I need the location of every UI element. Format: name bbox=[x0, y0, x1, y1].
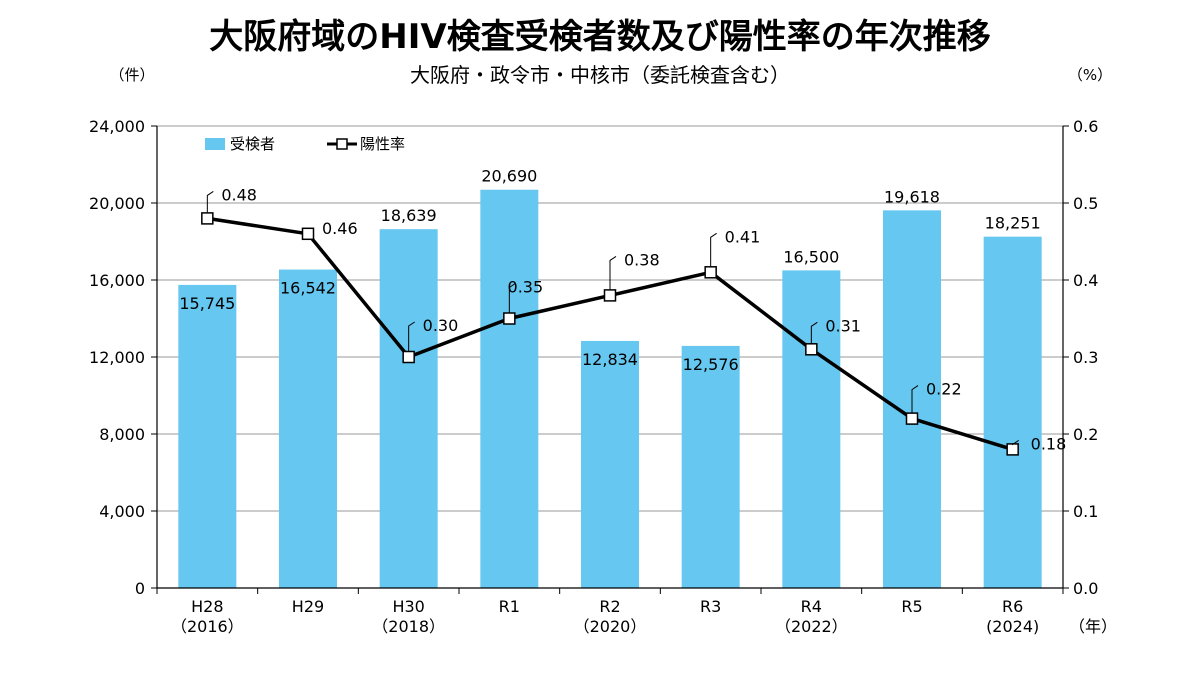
left-tick-label: 0 bbox=[135, 579, 145, 598]
axes: 0 0.0 4,000 0.1 8,000 0.2 12,000 0.3 16,000 0.4 20… bbox=[89, 117, 1117, 636]
bar bbox=[581, 340, 639, 588]
line-label-leader bbox=[710, 232, 717, 267]
line-value-label: 0.48 bbox=[221, 185, 257, 204]
line-value-label: 0.30 bbox=[423, 316, 459, 335]
category-label: R5 bbox=[901, 597, 922, 616]
category-year-label: （2022） bbox=[775, 617, 848, 636]
category-label: R2 bbox=[599, 597, 620, 616]
line-marker bbox=[603, 289, 617, 302]
right-tick-label: 0.0 bbox=[1073, 579, 1098, 598]
bar-series bbox=[178, 189, 1042, 588]
line-value-label: 0.41 bbox=[725, 227, 761, 246]
line-label-leader bbox=[1012, 439, 1019, 446]
bar-value-label: 18,639 bbox=[381, 206, 437, 225]
category-year-label: （2018） bbox=[372, 617, 445, 636]
right-tick-label: 0.4 bbox=[1073, 271, 1098, 290]
line-value-label: 0.22 bbox=[926, 380, 962, 399]
line-marker bbox=[402, 350, 415, 364]
line-label-leader bbox=[911, 385, 919, 413]
bar bbox=[782, 270, 841, 588]
left-tick-label: 4,000 bbox=[99, 502, 145, 521]
legend: 受検者 陽性率 bbox=[205, 135, 405, 153]
legend-bar-swatch bbox=[205, 138, 225, 150]
bar-value-label: 15,745 bbox=[179, 294, 235, 313]
left-tick-label: 16,000 bbox=[89, 271, 145, 290]
line-marker bbox=[201, 212, 214, 225]
line-marker bbox=[704, 266, 717, 279]
data-labels: 15,745 16,542 18,639 20,690 12,834 12,576 16,5… bbox=[179, 167, 1066, 454]
left-tick-label: 8,000 bbox=[99, 425, 145, 444]
bar-value-label: 12,576 bbox=[683, 355, 739, 374]
category-label: H30 bbox=[392, 597, 424, 616]
bar-value-label: 16,500 bbox=[783, 247, 839, 266]
line-value-label: 0.46 bbox=[322, 219, 358, 238]
category-label: R1 bbox=[499, 597, 520, 616]
category-year-label: （2020） bbox=[574, 617, 647, 636]
left-tick-label: 20,000 bbox=[89, 194, 145, 213]
x-axis-unit: （年） bbox=[1069, 617, 1117, 636]
chart-subtitle: 大阪府・政令市・中核市（委託検査含む） bbox=[410, 63, 790, 87]
bar bbox=[379, 229, 438, 588]
line-value-label: 0.35 bbox=[508, 278, 544, 297]
line-label-leader bbox=[408, 321, 415, 351]
bar bbox=[279, 269, 337, 588]
right-axis-unit: （%） bbox=[1068, 66, 1112, 84]
line-marker bbox=[301, 227, 315, 241]
legend-line-label: 陽性率 bbox=[360, 135, 405, 153]
right-tick-label: 0.1 bbox=[1073, 502, 1098, 521]
legend-line-marker bbox=[336, 138, 348, 150]
bar-value-label: 20,690 bbox=[481, 167, 537, 186]
bar-value-label: 18,251 bbox=[985, 214, 1041, 233]
category-label: R3 bbox=[700, 597, 721, 616]
left-tick-label: 24,000 bbox=[89, 117, 145, 136]
right-tick-label: 0.5 bbox=[1073, 194, 1098, 213]
bar-value-label: 12,834 bbox=[582, 350, 638, 369]
category-label: H29 bbox=[292, 597, 324, 616]
line-marker bbox=[805, 343, 818, 356]
line-value-label: 0.18 bbox=[1031, 434, 1067, 453]
line-label-leader bbox=[609, 255, 617, 290]
bar-value-label: 19,618 bbox=[884, 187, 940, 206]
category-label: R6 bbox=[1002, 597, 1023, 616]
line-series bbox=[201, 212, 1019, 456]
category-year-label: （2016） bbox=[171, 617, 244, 636]
category-label: R4 bbox=[801, 597, 822, 616]
line-marker bbox=[905, 412, 919, 425]
line-label-leader bbox=[206, 190, 214, 213]
bar bbox=[983, 236, 1042, 588]
bar bbox=[681, 345, 740, 588]
line-marker bbox=[1006, 443, 1019, 456]
bar bbox=[480, 189, 539, 588]
left-tick-label: 12,000 bbox=[89, 348, 145, 367]
line-marker bbox=[503, 312, 516, 325]
left-axis-unit: （件） bbox=[109, 66, 154, 84]
line-value-label: 0.38 bbox=[624, 250, 660, 269]
category-label: H28 bbox=[191, 597, 223, 616]
category-year-label: (2024) bbox=[986, 617, 1039, 636]
right-tick-label: 0.3 bbox=[1073, 348, 1098, 367]
legend-bar-label: 受検者 bbox=[230, 135, 275, 153]
bar bbox=[178, 284, 237, 588]
line-label-leader bbox=[810, 321, 818, 344]
chart-title: 大阪府域のHIV検査受検者数及び陽性率の年次推移 bbox=[209, 17, 990, 57]
line-label-leader bbox=[508, 283, 516, 313]
bar-value-label: 16,542 bbox=[280, 279, 336, 298]
line-value-label: 0.31 bbox=[825, 316, 861, 335]
right-tick-label: 0.2 bbox=[1073, 425, 1098, 444]
right-tick-label: 0.6 bbox=[1073, 117, 1098, 136]
